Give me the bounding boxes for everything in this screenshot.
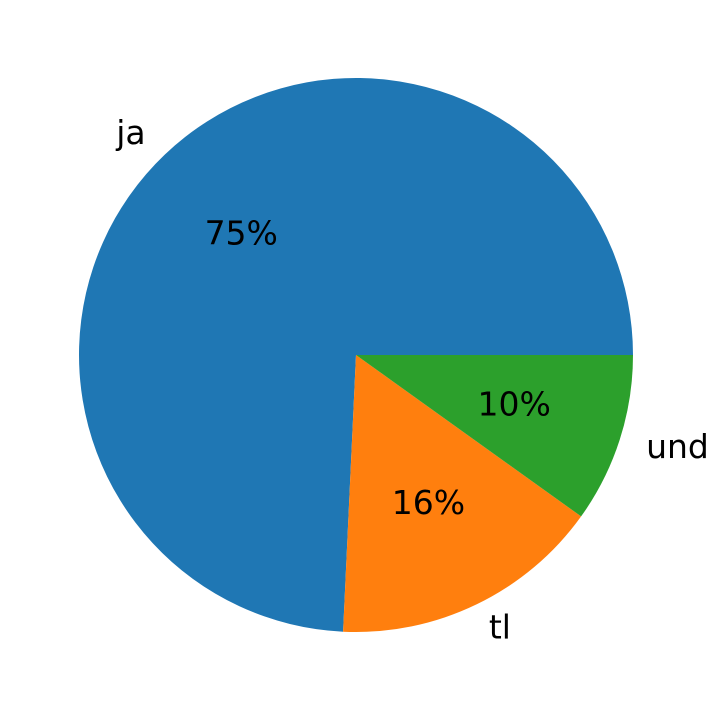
slice-label: ja (115, 113, 145, 152)
pie-slice (78, 77, 633, 632)
value-label: 10% (478, 384, 551, 423)
value-label: 75% (205, 213, 278, 252)
slice-label: und (646, 427, 709, 466)
slice-label: tl (489, 608, 511, 647)
pie-slice (343, 355, 582, 632)
value-label: 16% (392, 483, 465, 522)
pie-slice (356, 355, 633, 517)
